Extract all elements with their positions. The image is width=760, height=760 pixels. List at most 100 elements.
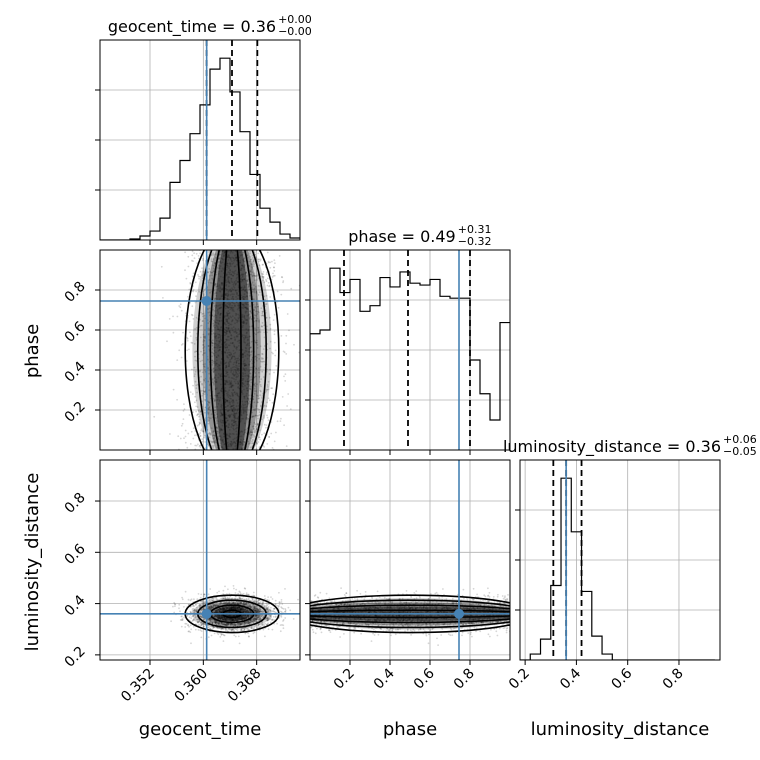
panel-phase-vs-geocent-time-point: [214, 435, 216, 437]
panel-phase-vs-geocent-time-point: [229, 354, 232, 357]
panel-phase-vs-geocent-time-point: [215, 381, 218, 383]
panel-phase-vs-geocent-time-point: [242, 355, 244, 358]
panel-phase-vs-geocent-time-point: [245, 406, 247, 409]
panel-phase-vs-geocent-time-point: [273, 259, 276, 261]
panel-phase-vs-geocent-time-point: [242, 356, 245, 359]
panel-luminosity-distance-vs-geocent-time-point: [235, 624, 237, 627]
panel-phase-vs-geocent-time-point: [214, 336, 216, 339]
panel-luminosity-distance-vs-geocent-time-point: [212, 615, 215, 618]
panel-phase-vs-geocent-time-point: [233, 346, 236, 348]
panel-luminosity-distance-vs-geocent-time-point: [242, 608, 245, 610]
panel-phase-vs-geocent-time-point: [233, 413, 236, 416]
hist-luminosity-distance-title-upper: +0.06: [723, 433, 757, 446]
panel-phase-vs-geocent-time-point: [224, 294, 227, 297]
panel-phase-vs-geocent-time-point: [248, 350, 251, 353]
panel-luminosity-distance-vs-geocent-time-point: [257, 614, 260, 617]
panel-phase-vs-geocent-time-point: [231, 309, 234, 312]
panel-phase-vs-geocent-time-point: [213, 440, 216, 443]
panel-luminosity-distance-vs-geocent-time-point: [242, 610, 245, 613]
panel-phase-vs-geocent-time-point: [233, 440, 236, 443]
panel-luminosity-distance-vs-geocent-time-point: [243, 615, 245, 618]
panel-phase-vs-geocent-time-point: [230, 307, 233, 309]
panel-phase-vs-geocent-time-point: [231, 409, 234, 411]
panel-phase-vs-geocent-time-point: [246, 318, 249, 321]
panel-phase-vs-geocent-time-point: [195, 316, 198, 319]
panel-phase-vs-geocent-time-point: [235, 279, 238, 282]
panel-luminosity-distance-vs-geocent-time-point: [247, 611, 250, 613]
panel-phase-vs-geocent-time-point: [202, 257, 205, 260]
panel-phase-vs-geocent-time-point: [212, 252, 215, 255]
panel-phase-vs-geocent-time-point: [229, 397, 232, 400]
panel-phase-vs-geocent-time-point: [245, 411, 248, 414]
panel-phase-vs-geocent-time-point: [243, 364, 246, 367]
panel-phase-vs-geocent-time-point: [255, 428, 258, 430]
panel-luminosity-distance-vs-geocent-time-point: [240, 617, 242, 620]
panel-phase-vs-geocent-time-point: [243, 278, 245, 281]
panel-luminosity-distance-vs-geocent-time-point: [258, 608, 261, 610]
panel-phase-vs-geocent-time-point: [242, 373, 245, 375]
panel-phase-vs-geocent-time-point: [228, 289, 231, 292]
panel-phase-vs-geocent-time-point: [235, 254, 238, 256]
panel-phase-vs-geocent-time-point: [218, 258, 220, 260]
panel-phase-vs-geocent-time-content: [100, 250, 300, 450]
panel-phase-vs-geocent-time-point: [214, 388, 217, 391]
panel-phase-vs-geocent-time-point: [248, 288, 251, 291]
panel-luminosity-distance-vs-geocent-time-point: [245, 592, 248, 594]
panel-luminosity-distance-vs-geocent-time-point: [247, 622, 250, 625]
panel-phase-vs-geocent-time-point: [248, 294, 251, 297]
hist-phase-title-upper: +0.31: [458, 223, 492, 236]
panel-phase-vs-geocent-time-point: [246, 357, 249, 360]
panel-phase-vs-geocent-time-point: [199, 270, 202, 273]
panel-phase-vs-geocent-time-point: [184, 251, 187, 254]
panel-phase-vs-geocent-time-point: [241, 446, 244, 449]
panel-phase-vs-geocent-time-point: [258, 260, 260, 263]
panel-phase-vs-geocent-time-point: [218, 435, 221, 438]
panel-phase-vs-geocent-time-point: [259, 365, 262, 368]
panel-phase-vs-geocent-time-point: [214, 411, 217, 414]
panel-phase-vs-geocent-time-point: [233, 416, 235, 419]
panel-luminosity-distance-vs-geocent-time-point: [181, 615, 183, 618]
panel-luminosity-distance-vs-geocent-time-point: [232, 606, 234, 609]
panel-phase-vs-geocent-time-point: [240, 420, 242, 422]
panel-luminosity-distance-vs-geocent-time-point: [230, 607, 232, 610]
panel-phase-vs-geocent-time-point: [245, 418, 248, 420]
panel-phase-vs-geocent-time-point: [254, 327, 256, 330]
panel-phase-vs-geocent-time-point: [227, 259, 230, 261]
panel-luminosity-distance-vs-geocent-time-point: [218, 622, 221, 625]
panel-phase-vs-geocent-time-point: [229, 269, 232, 272]
panel-phase-vs-geocent-time-point: [256, 279, 258, 281]
panel-luminosity-distance-vs-geocent-time-point: [230, 602, 233, 605]
panel-phase-vs-geocent-time-point: [259, 331, 262, 333]
panel-luminosity-distance-vs-geocent-time-point: [218, 616, 221, 619]
panel-luminosity-distance-vs-geocent-time-point: [238, 603, 240, 606]
panel-luminosity-distance-vs-geocent-time-point: [248, 610, 251, 613]
panel-phase-vs-geocent-time-point: [250, 381, 253, 384]
panel-luminosity-distance-vs-geocent-time-point: [284, 609, 287, 612]
panel-phase-vs-geocent-time-point: [235, 250, 237, 253]
panel-phase-vs-geocent-time-point: [229, 436, 231, 439]
panel-phase-vs-geocent-time-contours: [184, 250, 280, 450]
panel-phase-vs-geocent-time-point: [238, 339, 241, 342]
panel-phase-vs-geocent-time-point: [230, 367, 233, 370]
panel-phase-vs-geocent-time-point: [226, 320, 229, 323]
panel-phase-vs-geocent-time-point: [242, 441, 245, 443]
panel-phase-vs-geocent-time-point: [227, 250, 230, 252]
panel-luminosity-distance-vs-geocent-time-point: [272, 610, 274, 612]
panel-phase-vs-geocent-time-point: [210, 441, 213, 443]
panel-luminosity-distance-vs-geocent-time-point: [225, 606, 227, 608]
panel-phase-vs-geocent-time-point: [227, 306, 229, 309]
panel-luminosity-distance-vs-geocent-time-point: [195, 611, 198, 613]
panel-phase-vs-geocent-time-point: [212, 342, 214, 345]
panel-luminosity-distance-vs-geocent-time-point: [241, 624, 244, 626]
panel-luminosity-distance-vs-geocent-time-point: [194, 615, 197, 618]
panel-phase-vs-geocent-time-point: [248, 335, 251, 338]
panel-luminosity-distance-vs-geocent-time-point: [229, 617, 232, 620]
panel-phase-vs-geocent-time-point: [208, 431, 211, 434]
panel-phase-vs-geocent-time-point: [201, 267, 204, 270]
panel-phase-vs-geocent-time-point: [252, 425, 255, 428]
panel-phase-vs-geocent-time-point: [229, 382, 232, 385]
panel-phase-vs-geocent-time-point: [245, 307, 248, 310]
panel-phase-vs-geocent-time-point: [219, 336, 222, 339]
panel-phase-vs-geocent-time-point: [244, 372, 247, 375]
panel-phase-vs-geocent-time-point: [229, 383, 232, 386]
